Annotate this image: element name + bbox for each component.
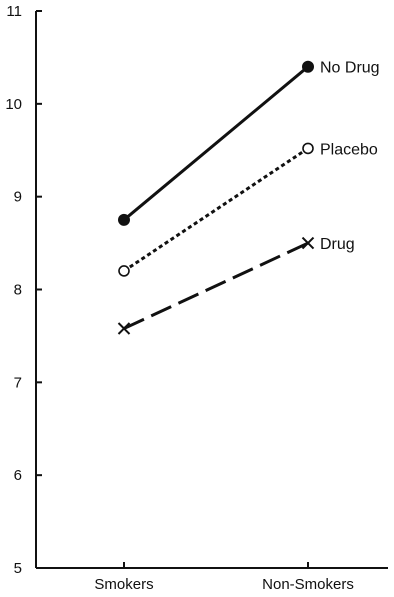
point-no-drug-0 [118, 213, 130, 226]
y-tick-label-7: 7 [14, 374, 22, 391]
y-tick-label-10: 10 [5, 96, 22, 113]
y-tick-label-11: 11 [6, 3, 22, 20]
series-label-no-drug: No Drug [320, 60, 380, 77]
axes: 5 6 7 8 9 10 11 Smokers Non-Smokers [5, 3, 388, 593]
labels-layer: No Drug Placebo Drug [320, 60, 380, 253]
point-drug-0 [117, 322, 131, 335]
y-tick-label-9: 9 [14, 189, 22, 206]
series-label-placebo: Placebo [320, 141, 378, 158]
y-tick-label-5: 5 [14, 560, 22, 577]
series-line-placebo [123, 147, 309, 273]
y-tick-label-8: 8 [14, 282, 22, 299]
point-placebo-0 [118, 265, 130, 277]
y-tick-label-6: 6 [14, 467, 22, 484]
point-placebo-1 [302, 142, 314, 155]
series-layer [117, 60, 315, 335]
point-drug-0-stroke-b [117, 322, 131, 335]
series-line-no-drug [123, 65, 309, 222]
point-drug-1-stroke-b [301, 236, 315, 250]
x-tick-label-smokers: Smokers [94, 576, 153, 593]
point-no-drug-1 [302, 60, 314, 73]
point-drug-1 [301, 236, 315, 250]
x-tick-label-non-smokers: Non-Smokers [262, 576, 354, 593]
series-label-drug: Drug [320, 236, 355, 253]
series-line-drug [123, 241, 309, 330]
